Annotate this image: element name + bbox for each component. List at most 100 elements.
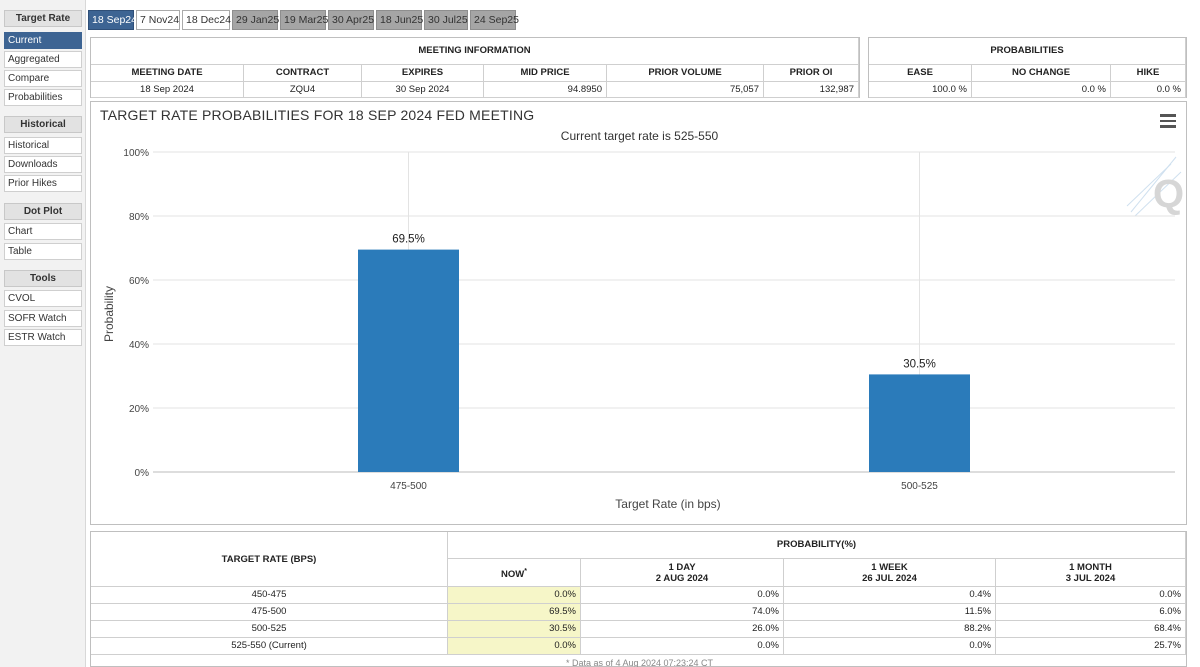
sidebar-item-estr-watch[interactable]: ESTR Watch (4, 329, 82, 346)
probability-bar-chart: Q 0% 20% 40% 60% 80% 100% 69.5% 475-500 30.5% 500… (102, 148, 1184, 511)
tab-29-jan25[interactable]: 29 Jan25 (232, 10, 279, 30)
tab-18-jun25[interactable]: 18 Jun25 (376, 10, 423, 30)
hike-header: HIKE (1111, 65, 1186, 82)
now-column-header: NOW* (448, 559, 581, 587)
bar-data-label: 30.5% (903, 358, 936, 370)
one-week-column-header: 1 WEEK 26 JUL 2024 (784, 559, 996, 587)
y-tick-label: 80% (129, 212, 149, 223)
now-label: NOW (501, 569, 525, 581)
one-month-date: 3 JUL 2024 (1065, 573, 1116, 584)
tab-30-jul25[interactable]: 30 Jul25 (424, 10, 468, 30)
sidebar-item-sofr-watch[interactable]: SOFR Watch (4, 310, 82, 327)
chart-panel: Q 0% 20% 40% 60% 80% 100% 69.5% 475-500 30.5% 500… (90, 101, 1187, 525)
tab-24-sep25[interactable]: 24 Sep25 (470, 10, 519, 30)
table-row-1day: 0.0% (581, 587, 784, 604)
table-row-now: 0.0% (448, 638, 581, 655)
sidebar-item-prior-hikes[interactable]: Prior Hikes (4, 175, 82, 192)
x-axis-title: Target Rate (in bps) (615, 497, 720, 511)
probabilities-panel: PROBABILITIES EASE NO CHANGE HIKE 100.0 … (868, 37, 1187, 98)
ease-header: EASE (869, 65, 972, 82)
sidebar-section-historical: Historical (4, 116, 82, 133)
sidebar-section-tools: Tools (4, 270, 82, 287)
mid-price-value: 94.8950 (484, 82, 607, 98)
sidebar-item-table[interactable]: Table (4, 243, 82, 260)
chart-title: TARGET RATE PROBABILITIES FOR 18 SEP 202… (100, 107, 535, 123)
x-tick-label: 475-500 (390, 481, 427, 492)
sidebar-section-dot-plot: Dot Plot (4, 203, 82, 220)
one-month-column-header: 1 MONTH 3 JUL 2024 (996, 559, 1186, 587)
table-row-1month: 25.7% (996, 638, 1186, 655)
table-row-1day: 26.0% (581, 621, 784, 638)
one-week-label: 1 WEEK (871, 562, 908, 573)
probability-table: TARGET RATE (BPS) PROBABILITY(%) NOW* 1 … (90, 531, 1187, 667)
no-change-header: NO CHANGE (972, 65, 1111, 82)
table-row-now: 0.0% (448, 587, 581, 604)
contract-value: ZQU4 (244, 82, 362, 98)
hike-value: 0.0 % (1111, 82, 1186, 98)
prior-oi-value: 132,987 (764, 82, 859, 98)
meeting-date-value: 18 Sep 2024 (91, 82, 244, 98)
y-tick-label: 100% (123, 148, 149, 159)
sidebar-item-aggregated[interactable]: Aggregated (4, 51, 82, 68)
watermark-logo: Q (1126, 156, 1184, 217)
bar-data-label: 69.5% (392, 234, 425, 246)
sidebar-item-historical[interactable]: Historical (4, 137, 82, 154)
table-row-1month: 68.4% (996, 621, 1186, 638)
tab-18-dec24[interactable]: 18 Dec24 (182, 10, 231, 30)
tab-18-sep24[interactable]: 18 Sep24 (88, 10, 137, 30)
expires-value: 30 Sep 2024 (362, 82, 484, 98)
y-tick-label: 60% (129, 276, 149, 287)
meeting-date-header: MEETING DATE (91, 65, 244, 82)
table-row-rate: 450-475 (91, 587, 448, 604)
one-month-label: 1 MONTH (1069, 562, 1112, 573)
sidebar-item-current[interactable]: Current (4, 32, 82, 49)
y-axis-title: Probability (102, 286, 116, 342)
probability-header: PROBABILITY(%) (448, 532, 1186, 559)
no-change-value: 0.0 % (972, 82, 1111, 98)
data-timestamp-footnote: * Data as of 4 Aug 2024 07:23:24 CT (565, 658, 714, 667)
sidebar-item-compare[interactable]: Compare (4, 70, 82, 87)
bar-500-525[interactable] (869, 374, 970, 472)
sidebar-item-downloads[interactable]: Downloads (4, 156, 82, 173)
table-row-1day: 0.0% (581, 638, 784, 655)
prior-volume-header: PRIOR VOLUME (607, 65, 764, 82)
table-row-rate: 475-500 (91, 604, 448, 621)
table-row-rate: 500-525 (91, 621, 448, 638)
y-tick-label: 0% (135, 468, 150, 479)
meeting-info-title: MEETING INFORMATION (91, 38, 859, 65)
table-row-1day: 74.0% (581, 604, 784, 621)
table-row-1month: 6.0% (996, 604, 1186, 621)
y-tick-label: 20% (129, 404, 149, 415)
sidebar-item-cvol[interactable]: CVOL (4, 290, 82, 307)
chart-subtitle: Current target rate is 525-550 (560, 129, 719, 143)
table-row-1week: 88.2% (784, 621, 996, 638)
prior-volume-value: 75,057 (607, 82, 764, 98)
table-row-1month: 0.0% (996, 587, 1186, 604)
tab-30-apr25[interactable]: 30 Apr25 (328, 10, 374, 30)
probabilities-title: PROBABILITIES (869, 38, 1186, 65)
bar-475-500[interactable] (358, 249, 459, 472)
table-row-now: 30.5% (448, 621, 581, 638)
table-row-now: 69.5% (448, 604, 581, 621)
contract-header: CONTRACT (244, 65, 362, 82)
target-rate-header: TARGET RATE (BPS) (91, 532, 448, 587)
expires-header: EXPIRES (362, 65, 484, 82)
one-day-label: 1 DAY (668, 562, 696, 573)
tab-19-mar25[interactable]: 19 Mar25 (280, 10, 328, 30)
meeting-info-panel: MEETING INFORMATION MEETING DATE CONTRAC… (90, 37, 860, 98)
sidebar-section-target-rate: Target Rate (4, 10, 82, 27)
one-day-date: 2 AUG 2024 (655, 573, 709, 584)
mid-price-header: MID PRICE (484, 65, 607, 82)
one-day-column-header: 1 DAY 2 AUG 2024 (581, 559, 784, 587)
sidebar-item-probabilities[interactable]: Probabilities (4, 89, 82, 106)
now-star: * (524, 568, 527, 575)
sidebar-item-chart[interactable]: Chart (4, 223, 82, 240)
tab-7-nov24[interactable]: 7 Nov24 (136, 10, 180, 30)
sidebar: Target Rate Current Aggregated Compare P… (0, 0, 86, 667)
hamburger-menu-icon[interactable] (1160, 114, 1176, 128)
table-row-rate: 525-550 (Current) (91, 638, 448, 655)
y-tick-label: 40% (129, 340, 149, 351)
watermark-q: Q (1153, 172, 1184, 216)
prior-oi-header: PRIOR OI (764, 65, 859, 82)
table-row-1week: 0.0% (784, 638, 996, 655)
